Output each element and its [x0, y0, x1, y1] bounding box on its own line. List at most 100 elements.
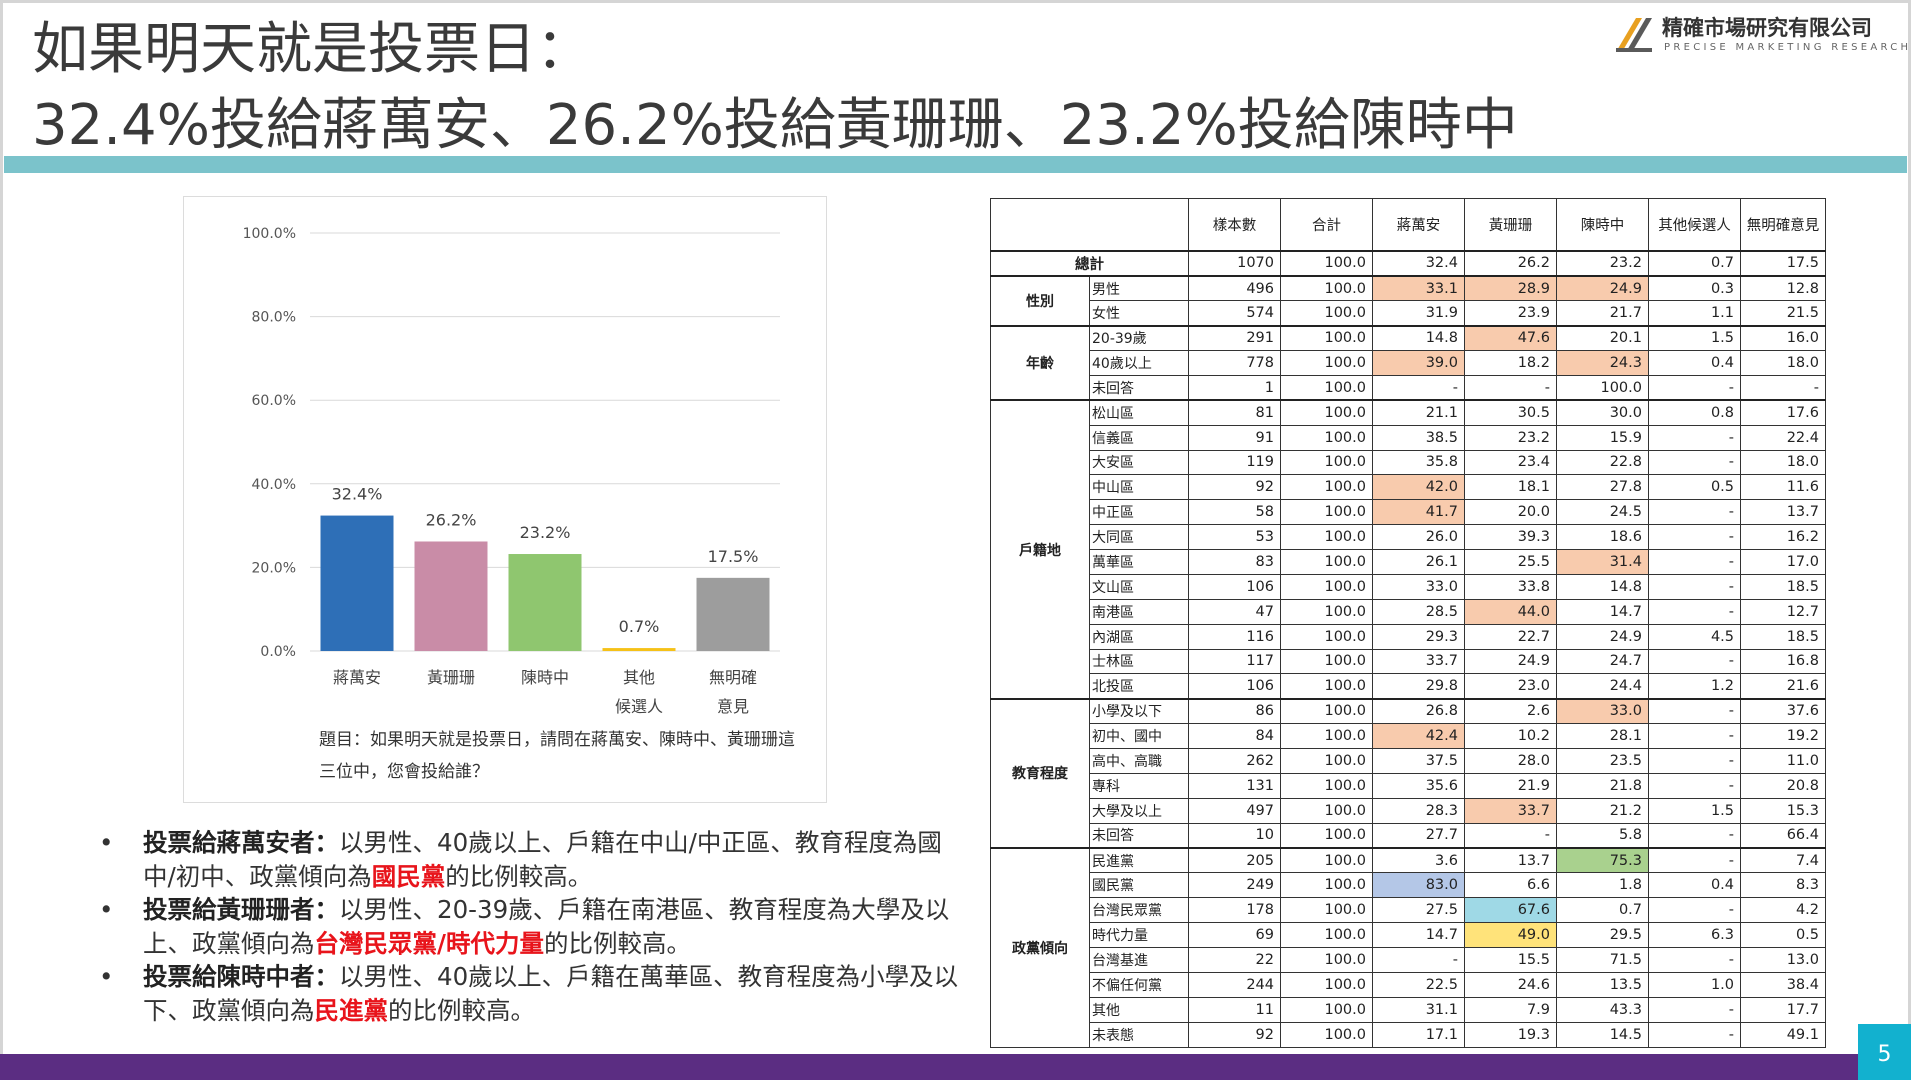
chart-question-note: 題目：如果明天就是投票日，請問在蔣萬安、陳時中、黃珊珊這三位中，您會投給誰？ — [319, 730, 795, 782]
table-cell: 100.0 — [1280, 697, 1373, 725]
bullet-dot: • — [99, 962, 114, 991]
table-cell: 20.0 — [1464, 499, 1557, 526]
table-cell: 19.3 — [1464, 1021, 1557, 1048]
table-cell: - — [1648, 748, 1741, 774]
table-cell: 100.0 — [1556, 374, 1649, 401]
table-cell: 3.6 — [1372, 847, 1465, 874]
row-label: 民進黨 — [1089, 847, 1189, 874]
table-cell: 100.0 — [1280, 897, 1373, 924]
table-cell: 21.8 — [1556, 772, 1649, 799]
x-category-label: 陳時中 — [521, 668, 569, 687]
table-cell: 100.0 — [1280, 374, 1373, 401]
table-cell: 2.6 — [1464, 697, 1557, 725]
table-cell: 31.9 — [1372, 300, 1465, 327]
table-cell: 100.0 — [1280, 772, 1373, 799]
table-cell: - — [1648, 549, 1741, 575]
table-cell: 100.0 — [1280, 797, 1373, 824]
table-cell: 13.7 — [1740, 499, 1826, 526]
title-divider-bar — [4, 156, 1907, 173]
table-cell: 21.6 — [1740, 673, 1826, 700]
table-cell: 13.5 — [1556, 971, 1649, 998]
x-category-label: 無明確 — [709, 668, 757, 687]
table-cell: 1070 — [1188, 250, 1281, 277]
table-cell: 119 — [1188, 449, 1281, 476]
table-cell: - — [1372, 374, 1465, 401]
table-cell: 12.8 — [1740, 274, 1826, 302]
row-label: 不偏任何黨 — [1089, 971, 1189, 998]
table-cell: 100.0 — [1280, 324, 1373, 351]
y-tick-label: 100.0% — [243, 226, 296, 242]
row-label: 內湖區 — [1089, 623, 1189, 650]
table-cell: 66.4 — [1740, 822, 1826, 849]
table-header-row: 樣本數 合計 蔣萬安 黃珊珊 陳時中 其他候選人 無明確意見 — [990, 198, 1826, 252]
table-cell: 47 — [1188, 598, 1281, 625]
table-cell: 53 — [1188, 524, 1281, 550]
table-cell: 91 — [1188, 424, 1281, 451]
table-row: 南港區 47 100.0 28.5 44.0 14.7-12.7 — [991, 598, 1826, 625]
row-label: 20-39歲 — [1089, 324, 1189, 351]
row-label: 專科 — [1089, 772, 1189, 799]
group-label: 政黨傾向 — [990, 847, 1090, 1048]
table-cell: 33.0 — [1556, 697, 1649, 725]
table-cell: 12.7 — [1740, 598, 1826, 625]
table-cell: 13.7 — [1464, 847, 1557, 874]
finding-bullet: • 投票給陳時中者：以男性、40歲以上、戶籍在萬華區、教育程度為小學及以下、政黨傾… — [95, 960, 965, 1027]
row-label: 台灣基進 — [1089, 947, 1189, 973]
table-cell: 28.0 — [1464, 748, 1557, 774]
table-cell: 83.0 — [1372, 872, 1465, 899]
table-cell: 35.6 — [1372, 772, 1465, 799]
table-row: 台灣民眾黨 178 100.0 27.5 67.6 0.7-4.2 — [991, 897, 1826, 924]
table-cell: 28.5 — [1372, 598, 1465, 625]
table-cell: 100.0 — [1280, 996, 1373, 1023]
table-cell: 22.8 — [1556, 449, 1649, 476]
row-label: 台灣民眾黨 — [1089, 897, 1189, 924]
table-cell: 23.4 — [1464, 449, 1557, 476]
table-cell: 100.0 — [1280, 274, 1373, 302]
table-cell: 23.5 — [1556, 748, 1649, 774]
row-label: 國民黨 — [1089, 872, 1189, 899]
table-cell: 18.5 — [1740, 573, 1826, 600]
slide-title-line2: 32.4%投給蔣萬安、26.2%投給黃珊珊、23.2%投給陳時中 — [32, 93, 1518, 158]
table-row: 大安區 119 100.0 35.8 23.4 22.8-18.0 — [991, 449, 1826, 476]
table-cell: 100.0 — [1280, 847, 1373, 874]
page-number: 5 — [1858, 1024, 1911, 1080]
bar — [602, 648, 676, 651]
table-cell: 33.7 — [1464, 797, 1557, 824]
table-cell: 22.4 — [1740, 424, 1826, 451]
table-cell: 117 — [1188, 648, 1281, 675]
table-cell: 47.6 — [1464, 324, 1557, 351]
table-cell: 100.0 — [1280, 872, 1373, 899]
row-label: 40歲以上 — [1089, 350, 1189, 376]
table-cell: 37.5 — [1372, 748, 1465, 774]
table-cell: 5.8 — [1556, 822, 1649, 849]
finding-party: 民進黨 — [314, 995, 389, 1025]
table-cell: 14.8 — [1372, 324, 1465, 351]
table-cell: 4.2 — [1740, 897, 1826, 924]
table-cell: 31.4 — [1556, 549, 1649, 575]
table-row: 教育程度 小學及以下 86 100.0 26.8 2.6 33.0-37.6 — [990, 697, 1826, 849]
bar-value-label: 26.2% — [426, 510, 477, 529]
table-cell: 100.0 — [1280, 350, 1373, 376]
table-cell: 0.4 — [1648, 872, 1741, 899]
table-cell: 100.0 — [1280, 250, 1373, 277]
x-category-label: 意見 — [717, 697, 749, 716]
bullet-dot: • — [99, 895, 114, 924]
table-row: 時代力量 69 100.0 14.7 49.0 29.5 6.3 0.5 — [991, 922, 1826, 948]
table-cell: 86 — [1188, 697, 1281, 725]
row-label: 士林區 — [1089, 648, 1189, 675]
group-label: 戶籍地 — [990, 399, 1090, 700]
table-cell: 100.0 — [1280, 499, 1373, 526]
table-row: 政黨傾向 民進黨 205 100.0 3.6 13.7 75.3-7.4 — [990, 847, 1826, 1048]
group-label: 年齡 — [990, 324, 1090, 401]
x-category-label: 候選人 — [615, 697, 663, 716]
table-cell: 67.6 — [1464, 897, 1557, 924]
bar — [508, 554, 582, 651]
table-cell: 131 — [1188, 772, 1281, 799]
table-cell: 38.4 — [1740, 971, 1826, 998]
table-cell: 29.8 — [1372, 673, 1465, 700]
table-cell: 17.0 — [1740, 549, 1826, 575]
table-cell: 27.8 — [1556, 474, 1649, 501]
table-cell: 1.5 — [1648, 324, 1741, 351]
table-row: 戶籍地 松山區 81 100.0 21.1 30.5 30.0 0.8 17.6 — [990, 399, 1826, 700]
table-cell: 17.7 — [1740, 996, 1826, 1023]
